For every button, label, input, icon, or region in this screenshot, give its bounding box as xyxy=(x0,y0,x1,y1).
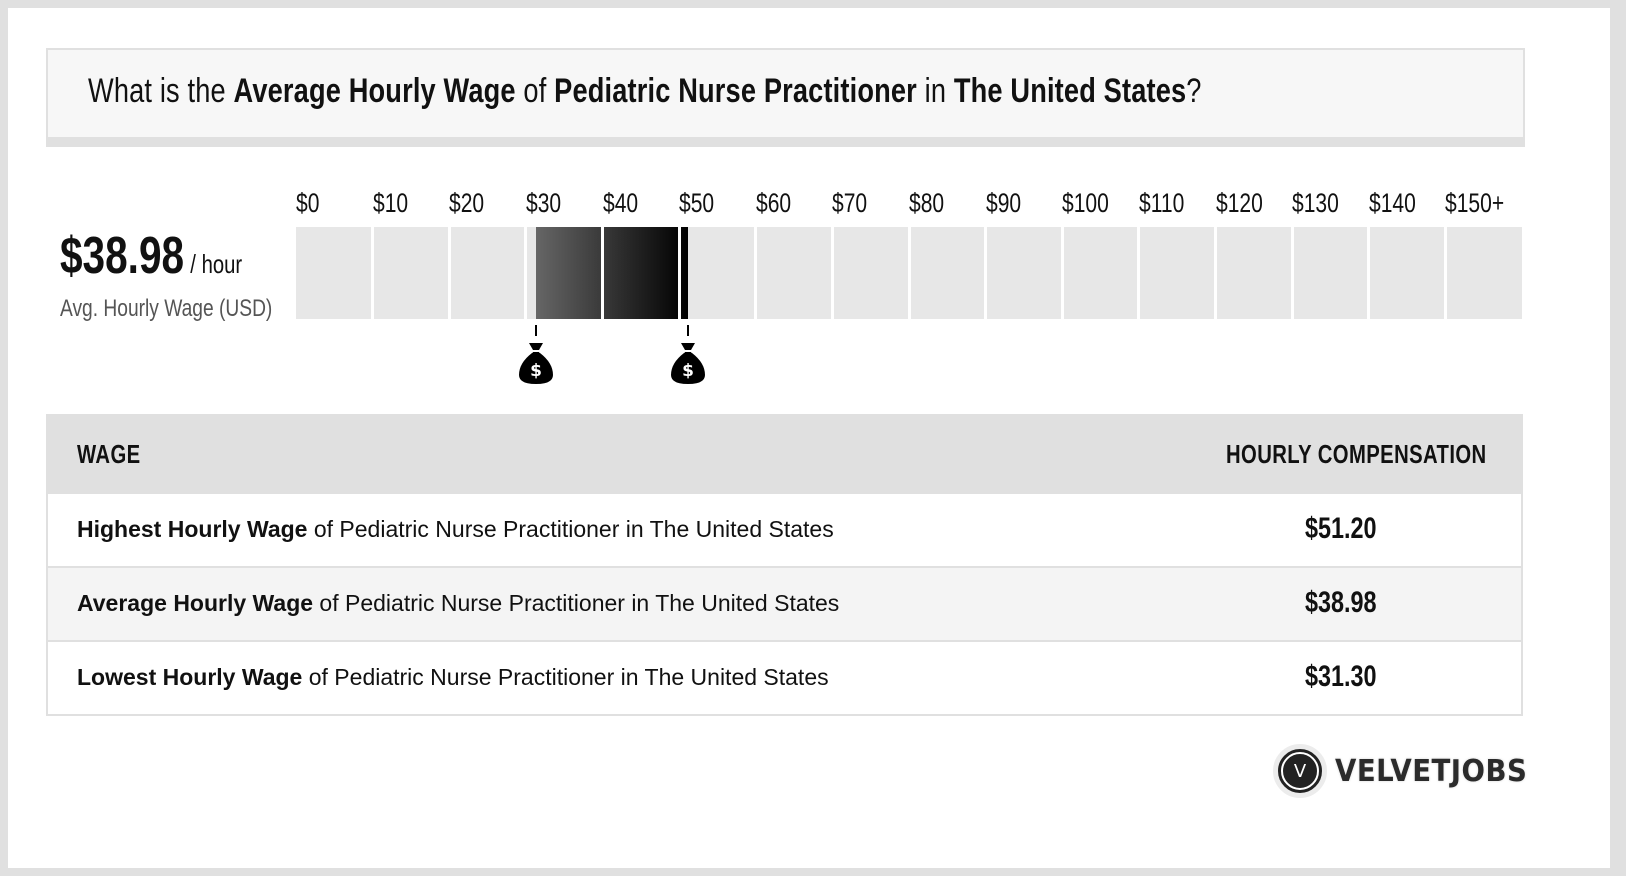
axis-tick-label: $100 xyxy=(1062,188,1110,218)
axis-tick-label: $120 xyxy=(1215,188,1263,218)
average-wage-display: $38.98/ hour xyxy=(60,226,242,286)
question-part: ? xyxy=(1186,72,1202,110)
bar-cell-divider xyxy=(677,227,681,319)
question-job-title: Pediatric Nurse Practitioner xyxy=(554,72,917,110)
infographic-frame: What is the Average Hourly Wage of Pedia… xyxy=(8,8,1610,868)
bar-cell xyxy=(679,227,756,319)
bar-cell xyxy=(985,227,1063,319)
row-label: Average Hourly Wage of Pediatric Nurse P… xyxy=(77,590,839,617)
bar-cell xyxy=(1445,227,1522,319)
axis-tick-label: $40 xyxy=(602,188,638,218)
row-value: $51.20 xyxy=(1305,512,1377,545)
money-bag-icon: $ xyxy=(517,341,555,385)
table-row: Highest Hourly Wage of Pediatric Nurse P… xyxy=(48,492,1521,566)
axis-tick-label: $20 xyxy=(449,188,485,218)
bar-cell-divider xyxy=(371,227,375,319)
question-part: of xyxy=(515,72,555,110)
logo-letter: V xyxy=(1293,760,1307,782)
table-row: Average Hourly Wage of Pediatric Nurse P… xyxy=(48,566,1521,640)
axis-tick-label: $130 xyxy=(1292,188,1339,218)
axis-tick-label: $0 xyxy=(296,188,320,218)
axis-tick-label: $110 xyxy=(1138,188,1185,218)
bar-cell xyxy=(1062,227,1139,319)
money-bag-icon: $ xyxy=(669,341,707,385)
wage-axis: $0 $10 $20 $30 $40 $50 $60 $70 $80 $90 $100 $110 $12… xyxy=(296,188,1536,222)
bar-cell-divider xyxy=(1137,227,1141,319)
axis-tick-label: $60 xyxy=(755,188,791,218)
bar-cell-divider xyxy=(1367,227,1371,319)
table-row: Lowest Hourly Wage of Pediatric Nurse Pr… xyxy=(48,640,1521,714)
table-header: WAGE HOURLY COMPENSATION xyxy=(48,414,1521,492)
wage-range-fill xyxy=(535,227,689,319)
marker-tick xyxy=(687,325,690,336)
bar-cell xyxy=(1138,227,1216,319)
column-header-wage: WAGE xyxy=(77,439,141,469)
row-label: Highest Hourly Wage of Pediatric Nurse P… xyxy=(77,516,834,543)
axis-tick-label: $30 xyxy=(525,188,562,218)
row-label-bold: Lowest Hourly Wage xyxy=(77,664,303,690)
bar-cell xyxy=(449,227,526,319)
bar-cell-divider xyxy=(601,227,604,319)
question-header: What is the Average Hourly Wage of Pedia… xyxy=(46,48,1525,147)
axis-tick-label: $150+ xyxy=(1445,188,1505,218)
bar-cell xyxy=(1368,227,1446,319)
bar-cell xyxy=(832,227,909,319)
axis-tick-label: $70 xyxy=(832,188,868,218)
wage-table: WAGE HOURLY COMPENSATION Highest Hourly … xyxy=(46,414,1523,716)
wage-range-bar xyxy=(296,227,1522,319)
bar-cell-divider xyxy=(754,227,758,319)
row-value: $31.30 xyxy=(1305,660,1377,693)
svg-text:$: $ xyxy=(682,361,694,381)
average-wage-amount: $38.98 xyxy=(60,227,185,285)
row-label-rest: of Pediatric Nurse Practitioner in The U… xyxy=(313,590,840,616)
axis-tick-label: $10 xyxy=(372,188,408,218)
question-part: What is the xyxy=(88,72,234,110)
bar-cell xyxy=(372,227,450,319)
row-label-rest: of Pediatric Nurse Practitioner in The U… xyxy=(302,664,829,690)
bar-cell-divider xyxy=(1290,227,1294,319)
bar-cell xyxy=(909,227,986,319)
axis-tick-label: $90 xyxy=(985,188,1021,218)
bar-cell xyxy=(1215,227,1293,319)
bar-cell-divider xyxy=(1214,227,1217,319)
bar-cell-divider xyxy=(1060,227,1064,319)
svg-text:$: $ xyxy=(530,361,542,381)
bar-cell xyxy=(296,227,373,319)
bar-cell-divider xyxy=(1443,227,1447,319)
bar-cell-divider xyxy=(984,227,988,319)
row-label-bold: Highest Hourly Wage xyxy=(77,516,308,542)
row-value: $38.98 xyxy=(1305,586,1377,619)
question-title: What is the Average Hourly Wage of Pedia… xyxy=(88,72,1202,111)
bar-cell xyxy=(755,227,833,319)
axis-tick-label: $140 xyxy=(1368,188,1416,218)
question-location: The United States xyxy=(953,72,1187,110)
column-header-compensation: HOURLY COMPENSATION xyxy=(1226,439,1487,469)
question-metric: Average Hourly Wage xyxy=(233,72,516,110)
average-wage-label: Avg. Hourly Wage (USD) xyxy=(60,295,273,322)
row-label-rest: of Pediatric Nurse Practitioner in The U… xyxy=(307,516,834,542)
marker-tick xyxy=(534,325,537,336)
logo-v-icon: V xyxy=(1273,744,1327,798)
average-wage-unit: / hour xyxy=(190,249,243,279)
bar-cell-divider xyxy=(830,227,834,319)
axis-tick-label: $50 xyxy=(679,188,715,218)
velvetjobs-logo: V VELVETJOBS xyxy=(1273,743,1544,799)
logo-text: VELVETJOBS xyxy=(1335,753,1528,789)
bar-cell-divider xyxy=(524,227,528,319)
bar-cell-divider xyxy=(447,227,451,319)
bar-cell-divider xyxy=(907,227,911,319)
question-part: in xyxy=(916,72,954,110)
row-label-bold: Average Hourly Wage xyxy=(77,590,314,616)
bar-cell xyxy=(1292,227,1369,319)
axis-tick-label: $80 xyxy=(909,188,945,218)
row-label: Lowest Hourly Wage of Pediatric Nurse Pr… xyxy=(77,664,829,691)
